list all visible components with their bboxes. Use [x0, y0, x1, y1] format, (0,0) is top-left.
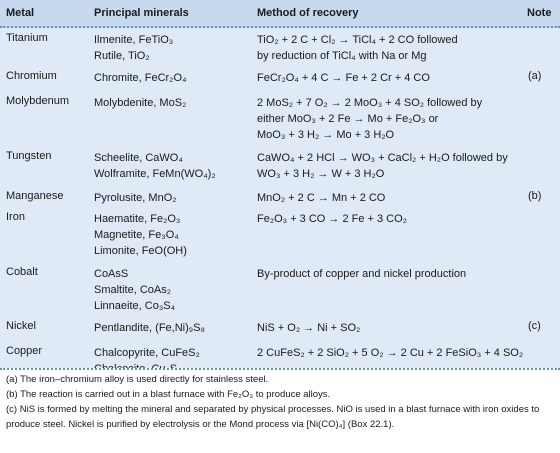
method-line: WO₃ + 3 H₂ → W + 3 H₂O: [257, 168, 385, 180]
footnote: (a) The iron–chromium alloy is used dire…: [6, 374, 269, 385]
header-method: Method of recovery: [257, 7, 359, 19]
metal-cell: Nickel: [6, 320, 36, 332]
mineral-line: Smaltite, CoAs₂: [94, 284, 172, 296]
method-cell: 2 CuFeS₂ + 2 SiO₂ + 5 O₂ → 2 Cu + 2 FeSi…: [257, 345, 523, 361]
method-line: Fe₂O₃ + 3 CO → 2 Fe + 3 CO₂: [257, 213, 407, 225]
minerals-cell: Haematite, Fe₂O₃ Magnetite, Fe₃O₄ Limonite…: [94, 211, 187, 259]
method-line: NiS + O₂ → Ni + SO₂: [257, 322, 361, 334]
method-cell: FeCr₂O₄ + 4 C → Fe + 2 Cr + 4 CO: [257, 70, 430, 86]
minerals-cell: Pyrolusite, MnO₂: [94, 190, 177, 206]
metal-cell: Titanium: [6, 32, 48, 44]
footnote: (b) The reaction is carried out in a bla…: [6, 389, 331, 400]
metal-cell: Chromium: [6, 70, 57, 82]
method-cell: NiS + O₂ → Ni + SO₂: [257, 320, 360, 336]
minerals-cell: Molybdenite, MoS₂: [94, 95, 186, 111]
method-line: 2 CuFeS₂ + 2 SiO₂ + 5 O₂ → 2 Cu + 2 FeSi…: [257, 347, 524, 359]
mineral-line: Magnetite, Fe₃O₄: [94, 229, 179, 241]
minerals-cell: Scheelite, CaWO₄ Wolframite, FeMn(WO₄)₂: [94, 150, 216, 182]
metal-cell: Molybdenum: [6, 95, 69, 107]
minerals-cell: Ilmenite, FeTiO₃ Rutile, TiO₂: [94, 32, 173, 64]
method-cell: By-product of copper and nickel producti…: [257, 266, 466, 282]
mineral-line: Scheelite, CaWO₄: [94, 152, 183, 164]
method-cell: CaWO₄ + 2 HCl → WO₃ + CaCl₂ + H₂O follow…: [257, 150, 508, 182]
method-line: MnO₂ + 2 C → Mn + 2 CO: [257, 192, 386, 204]
mineral-line: Chromite, FeCr₂O₄: [94, 72, 187, 84]
method-line: CaWO₄ + 2 HCl → WO₃ + CaCl₂ + H₂O follow…: [257, 152, 508, 164]
mineral-line: Rutile, TiO₂: [94, 50, 150, 62]
mineral-line: Chalcopyrite, CuFeS₂: [94, 347, 200, 359]
method-cell: TiO₂ + 2 C + Cl₂ → TiCl₄ + 2 CO followed…: [257, 32, 458, 64]
footnote: (c) NiS is formed by melting the mineral…: [6, 404, 540, 415]
mineral-line: Molybdenite, MoS₂: [94, 97, 187, 109]
mineral-line: Pyrolusite, MnO₂: [94, 192, 177, 204]
method-cell: Fe₂O₃ + 3 CO → 2 Fe + 3 CO₂: [257, 211, 407, 227]
metal-cell: Manganese: [6, 190, 64, 202]
header-minerals: Principal minerals: [94, 7, 189, 19]
footnote: produce steel. Nickel is purified by ele…: [6, 419, 395, 430]
method-line: 2 MoS₂ + 7 O₂ → 2 MoO₃ + 4 SO₂ followed …: [257, 97, 483, 109]
mineral-line: Limonite, FeO(OH): [94, 245, 187, 257]
metal-cell: Tungsten: [6, 150, 52, 162]
method-cell: 2 MoS₂ + 7 O₂ → 2 MoO₃ + 4 SO₂ followed …: [257, 95, 482, 143]
minerals-cell: CoAsS Smaltite, CoAs₂ Linnaeite, Co₃S₄: [94, 266, 175, 314]
note-cell: (a): [528, 70, 542, 82]
mineral-line: Haematite, Fe₂O₃: [94, 213, 181, 225]
mineral-line: CoAsS: [94, 268, 129, 280]
header-metal: Metal: [6, 7, 35, 19]
mineral-line: Wolframite, FeMn(WO₄)₂: [94, 168, 216, 180]
note-cell: (c): [528, 320, 541, 332]
metal-cell: Cobalt: [6, 266, 38, 278]
note-cell: (b): [528, 190, 542, 202]
footnotes: (a) The iron–chromium alloy is used dire…: [0, 368, 560, 453]
mineral-line: Ilmenite, FeTiO₃: [94, 34, 174, 46]
metal-cell: Iron: [6, 211, 25, 223]
metal-cell: Copper: [6, 345, 43, 357]
mineral-line: Linnaeite, Co₃S₄: [94, 300, 176, 312]
method-cell: MnO₂ + 2 C → Mn + 2 CO: [257, 190, 385, 206]
minerals-cell: Pentlandite, (Fe,Ni)₉S₈: [94, 320, 205, 336]
method-line: MoO₃ + 3 H₂ → Mo + 3 H₂O: [257, 129, 395, 141]
minerals-cell: Chromite, FeCr₂O₄: [94, 70, 187, 86]
method-line: By-product of copper and nickel producti…: [257, 268, 467, 280]
method-line: FeCr₂O₄ + 4 C → Fe + 2 Cr + 4 CO: [257, 72, 430, 84]
method-line: either MoO₃ + 2 Fe → Mo + Fe₂O₃ or: [257, 113, 439, 125]
method-line: TiO₂ + 2 C + Cl₂ → TiCl₄ + 2 CO followed: [257, 34, 458, 46]
method-line: by reduction of TiCl₄ with Na or Mg: [257, 50, 427, 62]
mineral-line: Pentlandite, (Fe,Ni)₉S₈: [94, 322, 206, 334]
table-header: Metal Principal minerals Method of recov…: [0, 0, 560, 28]
header-note: Note: [527, 7, 552, 19]
